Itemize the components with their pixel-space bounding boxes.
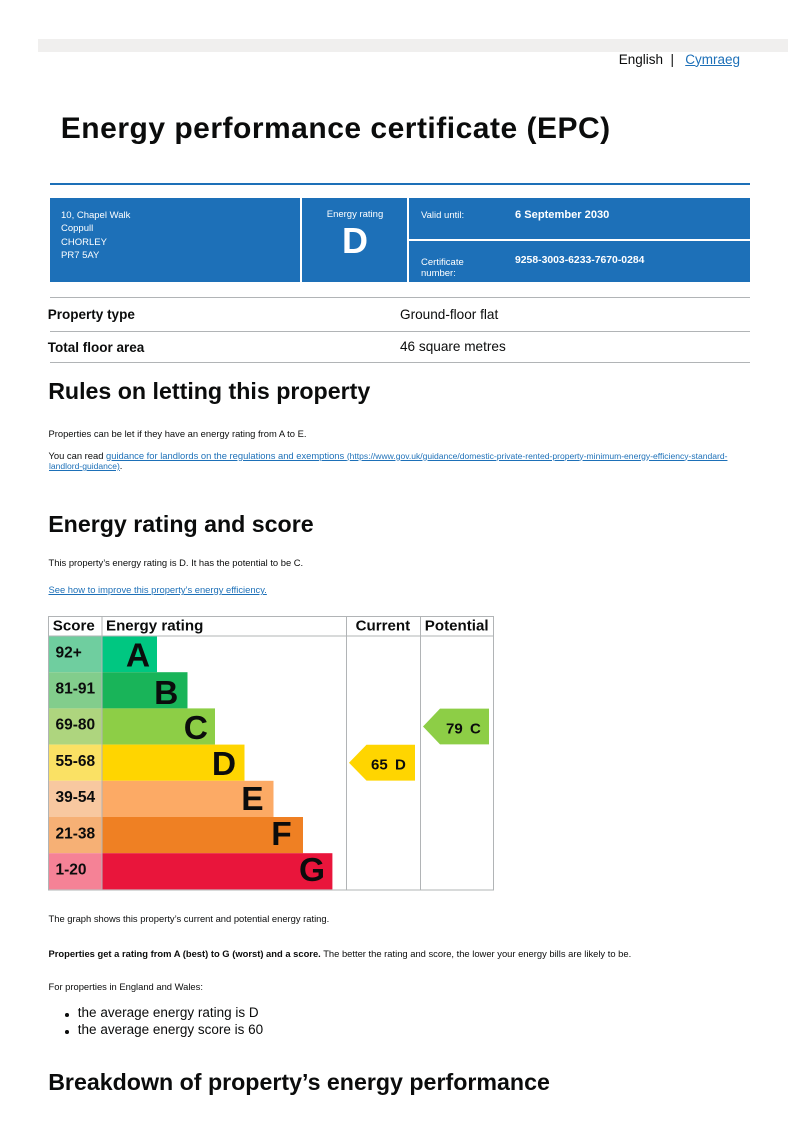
svg-text:92+: 92+ <box>56 644 82 661</box>
svg-text:D: D <box>212 746 236 783</box>
svg-text:C: C <box>470 720 481 737</box>
svg-text:Potential: Potential <box>425 618 489 635</box>
svg-text:55-68: 55-68 <box>56 753 96 770</box>
svg-text:A: A <box>126 638 150 675</box>
svg-text:69-80: 69-80 <box>56 717 96 734</box>
svg-text:E: E <box>241 781 263 818</box>
svg-text:D: D <box>395 757 406 774</box>
svg-text:G: G <box>299 852 325 889</box>
svg-text:Energy rating: Energy rating <box>106 618 203 635</box>
svg-text:39-54: 39-54 <box>56 789 96 806</box>
svg-text:81-91: 81-91 <box>56 681 96 698</box>
svg-text:21-38: 21-38 <box>56 825 96 842</box>
svg-text:65: 65 <box>371 757 388 774</box>
svg-text:Score: Score <box>53 618 95 635</box>
svg-text:F: F <box>271 816 291 853</box>
svg-text:1-20: 1-20 <box>56 862 87 879</box>
svg-text:C: C <box>184 710 208 747</box>
svg-text:B: B <box>154 675 178 712</box>
svg-text:79: 79 <box>446 720 463 737</box>
svg-text:Current: Current <box>356 618 411 635</box>
